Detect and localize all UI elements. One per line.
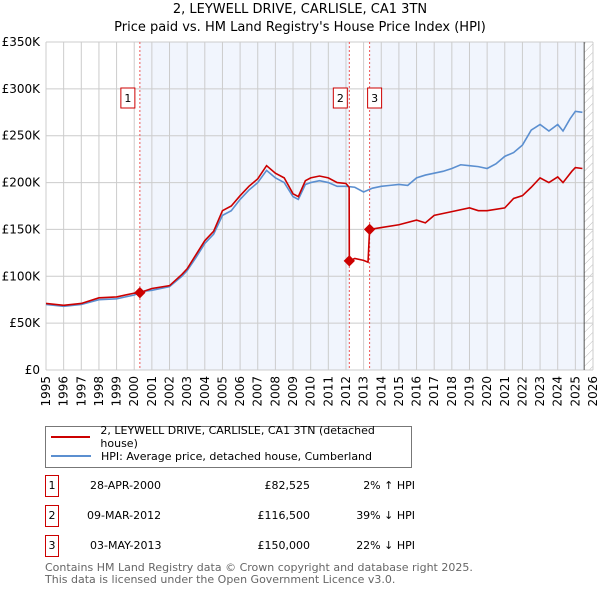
sale-price: £150,000 xyxy=(257,539,311,552)
x-tick-label: 2006 xyxy=(233,376,247,407)
sale-label: 3 xyxy=(371,92,378,105)
y-tick-label: £200K xyxy=(2,176,42,190)
x-tick-label: 2026 xyxy=(586,376,600,407)
price-paid-line xyxy=(45,164,583,307)
x-tick-label: 2022 xyxy=(515,376,529,407)
sale-point xyxy=(134,287,146,299)
x-tick-label: 2014 xyxy=(374,376,388,407)
legend-swatch-red xyxy=(51,436,91,438)
sale-hpi-diff: 39% ↓ HPI xyxy=(356,509,415,522)
footer-line: Contains HM Land Registry data © Crown c… xyxy=(45,561,473,574)
y-tick-label: £150K xyxy=(2,222,42,236)
sale-row: 1 28-APR-2000 £82,525 2% ↑ HPI xyxy=(45,475,445,497)
sale-marker-label: 3 xyxy=(45,535,59,557)
x-tick-label: 2005 xyxy=(215,376,229,407)
legend-label: 2, LEYWELL DRIVE, CARLISLE, CA1 3TN (det… xyxy=(100,424,375,450)
x-tick-label: 2000 xyxy=(127,376,141,407)
sale-date: 03-MAY-2013 xyxy=(90,539,162,552)
sale-hpi-diff: 22% ↓ HPI xyxy=(356,539,415,552)
x-tick-label: 1999 xyxy=(110,376,124,407)
y-tick-label: £250K xyxy=(2,129,42,143)
legend-label: HPI: Average price, detached house, Cumb… xyxy=(101,449,373,463)
x-tick-label: 2009 xyxy=(286,376,300,407)
forecast-hatch xyxy=(584,42,593,370)
hpi-line xyxy=(45,110,583,308)
legend-swatch-blue xyxy=(51,455,91,457)
x-tick-label: 2023 xyxy=(533,376,547,407)
footer: Contains HM Land Registry data © Crown c… xyxy=(45,562,473,586)
sale-row: 3 03-MAY-2013 £150,000 22% ↓ HPI xyxy=(45,535,445,557)
ownership-shade xyxy=(369,42,585,370)
chart-title: 2, LEYWELL DRIVE, CARLISLE, CA1 3TN xyxy=(172,2,428,17)
x-tick-label: 2008 xyxy=(268,376,282,407)
sale-label: 2 xyxy=(337,92,344,105)
x-tick-label: 2004 xyxy=(198,376,212,407)
chart-subtitle: Price paid vs. HM Land Registry's House … xyxy=(114,20,486,35)
x-tick-label: 1997 xyxy=(74,376,88,407)
x-tick-label: 1996 xyxy=(57,376,71,407)
sale-price: £82,525 xyxy=(264,479,311,492)
y-tick-label: £0 xyxy=(25,363,40,377)
x-tick-label: 2019 xyxy=(462,376,476,407)
x-tick-label: 2007 xyxy=(251,376,265,407)
legend: 2, LEYWELL DRIVE, CARLISLE, CA1 3TN (det… xyxy=(45,424,412,468)
sale-label-box xyxy=(367,87,383,109)
chart-plot: 1995 1996 1997 1998 1999 2000 2001 2002 2003 2004… xyxy=(2,35,600,407)
sale-date: 09-MAR-2012 xyxy=(87,509,162,522)
ownership-shade xyxy=(139,42,350,370)
sale-hpi-diff: 2% ↑ HPI xyxy=(363,479,415,492)
y-tick-label: £100K xyxy=(2,269,42,283)
sale-price: £116,500 xyxy=(257,509,311,522)
x-tick-label: 1995 xyxy=(39,376,53,407)
y-tick-label: £300K xyxy=(2,82,42,96)
x-tick-label: 2015 xyxy=(392,376,406,407)
x-tick-label: 2010 xyxy=(304,376,318,407)
legend-item-property: 2, LEYWELL DRIVE, CARLISLE, CA1 3TN (det… xyxy=(46,424,411,450)
x-tick-label: 2024 xyxy=(551,376,565,407)
footer-line: This data is licensed under the Open Gov… xyxy=(45,573,396,586)
x-tick-label: 1998 xyxy=(92,376,106,407)
y-tick-label: £50K xyxy=(9,316,41,330)
x-tick-label: 2025 xyxy=(568,376,582,407)
sale-label-box xyxy=(332,87,348,109)
sale-label-box xyxy=(120,87,136,109)
sale-marker-label: 2 xyxy=(45,505,59,527)
sale-point xyxy=(343,255,355,267)
sale-row: 2 09-MAR-2012 £116,500 39% ↓ HPI xyxy=(45,505,445,527)
x-tick-label: 2002 xyxy=(163,376,177,407)
x-tick-label: 2017 xyxy=(427,376,441,407)
x-tick-label: 2013 xyxy=(357,376,371,407)
y-tick-label: £350K xyxy=(2,35,42,49)
x-tick-label: 2020 xyxy=(480,376,494,407)
x-tick-label: 2003 xyxy=(180,376,194,407)
sale-date: 28-APR-2000 xyxy=(90,479,162,492)
x-tick-label: 2016 xyxy=(410,376,424,407)
x-tick-label: 2012 xyxy=(339,376,353,407)
sale-point xyxy=(363,223,376,236)
sale-label: 1 xyxy=(124,92,131,105)
x-tick-label: 2011 xyxy=(321,376,335,407)
legend-item-hpi: HPI: Average price, detached house, Cumb… xyxy=(46,448,372,464)
sale-marker-label: 1 xyxy=(45,475,59,497)
x-tick-label: 2018 xyxy=(445,376,459,407)
x-tick-label: 2001 xyxy=(145,376,159,407)
x-tick-label: 2021 xyxy=(498,376,512,407)
